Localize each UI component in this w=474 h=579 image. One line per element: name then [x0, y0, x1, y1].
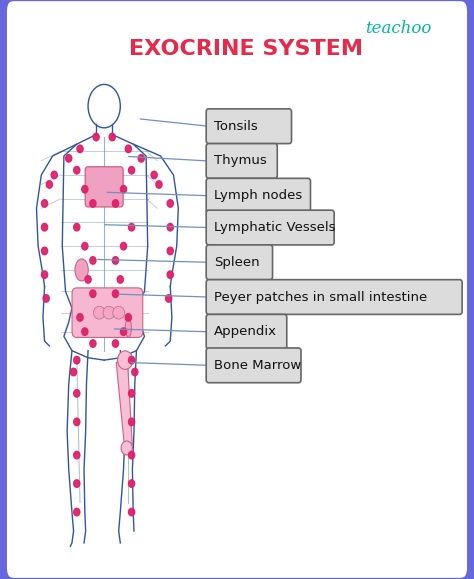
- Circle shape: [43, 295, 49, 302]
- Ellipse shape: [125, 318, 131, 337]
- Text: Thymus: Thymus: [214, 155, 267, 167]
- Circle shape: [46, 181, 53, 188]
- Circle shape: [109, 133, 115, 141]
- FancyBboxPatch shape: [206, 314, 287, 349]
- Circle shape: [93, 133, 99, 141]
- Ellipse shape: [113, 306, 125, 319]
- FancyBboxPatch shape: [206, 144, 277, 178]
- Circle shape: [121, 441, 132, 455]
- Circle shape: [41, 247, 47, 255]
- Circle shape: [73, 223, 80, 231]
- Circle shape: [73, 452, 80, 459]
- Circle shape: [51, 171, 57, 179]
- Circle shape: [118, 351, 133, 369]
- Circle shape: [128, 390, 135, 397]
- Circle shape: [73, 166, 80, 174]
- Circle shape: [128, 357, 135, 364]
- Circle shape: [90, 256, 96, 264]
- Circle shape: [65, 155, 72, 162]
- Circle shape: [112, 340, 118, 347]
- Circle shape: [112, 256, 118, 264]
- Circle shape: [90, 200, 96, 207]
- Polygon shape: [116, 362, 132, 446]
- Circle shape: [128, 452, 135, 459]
- Text: Lymphatic Vessels: Lymphatic Vessels: [214, 221, 336, 234]
- Ellipse shape: [93, 306, 105, 319]
- Circle shape: [112, 290, 118, 298]
- Circle shape: [71, 368, 77, 376]
- Circle shape: [41, 223, 47, 231]
- Circle shape: [151, 171, 157, 179]
- Circle shape: [120, 328, 127, 335]
- Circle shape: [128, 418, 135, 426]
- Circle shape: [128, 508, 135, 516]
- FancyBboxPatch shape: [206, 245, 273, 280]
- Ellipse shape: [75, 259, 88, 281]
- FancyBboxPatch shape: [206, 178, 310, 213]
- Circle shape: [82, 185, 88, 193]
- Ellipse shape: [103, 306, 115, 319]
- Text: Bone Marrow: Bone Marrow: [214, 359, 301, 372]
- Text: Tonsils: Tonsils: [214, 120, 258, 133]
- Text: EXOCRINE SYSTEM: EXOCRINE SYSTEM: [129, 39, 364, 59]
- Circle shape: [112, 200, 118, 207]
- Circle shape: [90, 290, 96, 298]
- Text: teachoo: teachoo: [365, 20, 431, 37]
- Circle shape: [73, 418, 80, 426]
- Circle shape: [90, 340, 96, 347]
- Circle shape: [167, 223, 173, 231]
- Circle shape: [73, 390, 80, 397]
- Circle shape: [167, 200, 173, 207]
- Circle shape: [138, 155, 144, 162]
- Circle shape: [167, 247, 173, 255]
- Text: Lymph nodes: Lymph nodes: [214, 189, 302, 202]
- Text: Spleen: Spleen: [214, 256, 260, 269]
- Circle shape: [128, 166, 135, 174]
- Circle shape: [128, 223, 135, 231]
- Circle shape: [82, 328, 88, 335]
- Circle shape: [165, 295, 172, 302]
- Text: Peyer patches in small intestine: Peyer patches in small intestine: [214, 291, 428, 303]
- Circle shape: [125, 145, 131, 153]
- Circle shape: [156, 181, 162, 188]
- Circle shape: [120, 243, 127, 250]
- Circle shape: [77, 145, 83, 153]
- Circle shape: [73, 480, 80, 488]
- Circle shape: [120, 185, 127, 193]
- Circle shape: [73, 357, 80, 364]
- Circle shape: [73, 508, 80, 516]
- FancyBboxPatch shape: [72, 288, 143, 338]
- Circle shape: [125, 314, 131, 321]
- Circle shape: [85, 276, 91, 283]
- Circle shape: [167, 271, 173, 278]
- Circle shape: [77, 314, 83, 321]
- Circle shape: [82, 243, 88, 250]
- FancyBboxPatch shape: [206, 348, 301, 383]
- Circle shape: [128, 480, 135, 488]
- FancyBboxPatch shape: [206, 109, 292, 144]
- FancyBboxPatch shape: [206, 210, 334, 245]
- Circle shape: [117, 276, 123, 283]
- Circle shape: [132, 368, 138, 376]
- FancyBboxPatch shape: [85, 167, 123, 207]
- Circle shape: [41, 200, 47, 207]
- Circle shape: [41, 271, 47, 278]
- Text: Appendix: Appendix: [214, 325, 277, 338]
- FancyBboxPatch shape: [206, 280, 462, 314]
